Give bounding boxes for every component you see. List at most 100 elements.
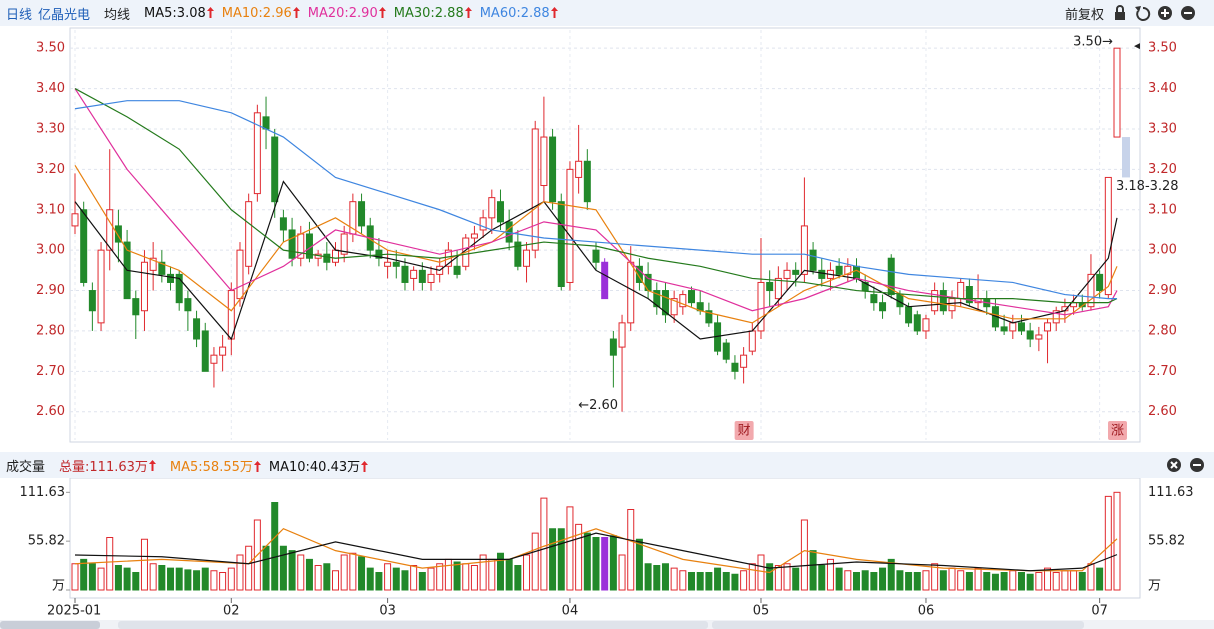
y-tick-label: 2.80 [36,323,65,338]
volume-bar [991,573,999,591]
volume-bar [853,572,860,591]
y2-tick-label: 55.82 [1148,534,1185,549]
volume-bar [740,570,748,591]
volume-bar [149,563,157,591]
volume-bar [1017,572,1025,591]
event-marker-box [1108,421,1127,440]
ma-label[interactable]: 均线 [104,7,131,23]
volume-bar [392,567,400,591]
scrollbar-thumb[interactable] [118,621,708,629]
y-tick-label: 3.00 [36,243,65,258]
candle-body [332,249,339,263]
y-tick-label: 2.70 [36,364,65,379]
volume-bar [714,567,722,591]
candle-body [384,261,392,267]
volume-bar [1044,567,1052,591]
volume-bar [592,537,600,591]
candle-body [1000,326,1008,332]
candle-body [340,233,348,255]
volume-icons[interactable] [1164,455,1208,475]
candle-body [418,269,426,283]
candle-body [288,229,296,259]
volume-bar [783,563,791,591]
volume-bar [774,565,782,591]
ma-line [74,100,1117,300]
volume-bar [410,565,418,591]
volume-bar [905,572,913,591]
legend-entry: MA5:3.08 [144,5,206,21]
scrollbar-left[interactable] [0,621,100,629]
volume-bar [879,567,887,591]
volume-bar [766,563,774,591]
candle-body [670,298,678,316]
candle-body [1026,330,1034,340]
volume-bar [288,550,296,591]
candle-body [514,241,522,267]
volume-bar [644,563,652,591]
volume-bar [97,567,105,591]
up-arrow [253,460,261,472]
volume-bar [696,572,704,591]
candle-body [271,136,279,203]
volume-bar [1026,573,1034,591]
volume-bar [349,552,357,591]
up-arrow [148,459,156,471]
candle-body [653,290,661,308]
volume-bar [366,567,374,591]
candle-body [80,209,88,283]
candle-body [253,112,261,195]
candle-body [158,261,166,275]
scrollbar-thumb-2[interactable] [712,621,1084,629]
volume-bar [965,572,973,591]
max-pointer [1134,43,1140,50]
volume-bar [462,563,470,591]
y2-tick-label: 2.90 [1148,283,1177,298]
y2-tick-label: 2.60 [1148,404,1177,419]
extreme-label: 3.50→ [1073,35,1113,50]
legend-entry: MA5:58.55万 [169,459,253,475]
plus [1161,9,1169,17]
y2-tick-label: 万 [1148,579,1161,594]
candle-body [175,273,183,304]
price-header: 日线 亿晶光电 均线 MA5:3.08 MA10:2.96 MA20:2.90 MA3… [0,0,1214,26]
candle-body [757,281,765,332]
candle-body [844,265,852,275]
toolbar-icons[interactable] [1110,3,1210,23]
y2-tick-label: 111.63 [1148,485,1194,500]
volume-legend: MA5:58.55万 MA10:40.43万 [162,456,369,475]
candle-body [601,261,609,300]
volume-bar [957,570,965,591]
y2-tick-label: 3.40 [1148,81,1177,96]
volume-bar [384,563,392,591]
candle-body [870,294,878,304]
candle-body [262,116,270,130]
volume-bar [175,567,183,591]
volume-bar [661,563,669,591]
up-arrow [206,6,214,18]
candle-body [245,201,253,267]
volume-bar [748,563,756,591]
volume-bar [184,569,192,591]
candle-body [1087,273,1095,308]
ma-line [74,528,1118,574]
candle-body [470,233,478,239]
undo-icon[interactable] [1136,6,1151,21]
candle-body [939,290,947,312]
candle-body [1035,334,1043,340]
adjust[interactable]: 前复权 [1064,7,1104,23]
candle-body [106,209,114,251]
volume-bar [1087,563,1095,591]
volume-bar [540,497,548,591]
candle-body [549,136,557,203]
volume-bar [1052,572,1060,591]
period[interactable]: 日线 [6,7,33,23]
candle-body [323,253,331,263]
y-tick-label: 111.63 [20,485,66,500]
y-tick-label: 3.40 [36,81,65,96]
y-tick-label: 3.50 [36,41,65,56]
lock-icon[interactable] [1115,12,1125,20]
candle-body [1044,322,1052,332]
volume-bar [167,567,175,591]
ma-line [74,88,1118,304]
